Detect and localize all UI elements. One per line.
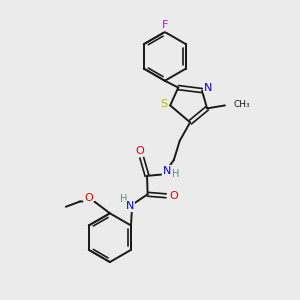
Text: O: O (169, 191, 178, 201)
Text: O: O (84, 194, 93, 203)
Text: O: O (136, 146, 145, 156)
Text: N: N (204, 82, 213, 93)
Text: F: F (162, 20, 168, 31)
Text: CH₃: CH₃ (234, 100, 250, 109)
Text: N: N (163, 166, 171, 176)
Text: N: N (126, 201, 134, 211)
Text: S: S (160, 99, 167, 109)
Text: H: H (172, 169, 179, 179)
Text: H: H (120, 194, 128, 204)
